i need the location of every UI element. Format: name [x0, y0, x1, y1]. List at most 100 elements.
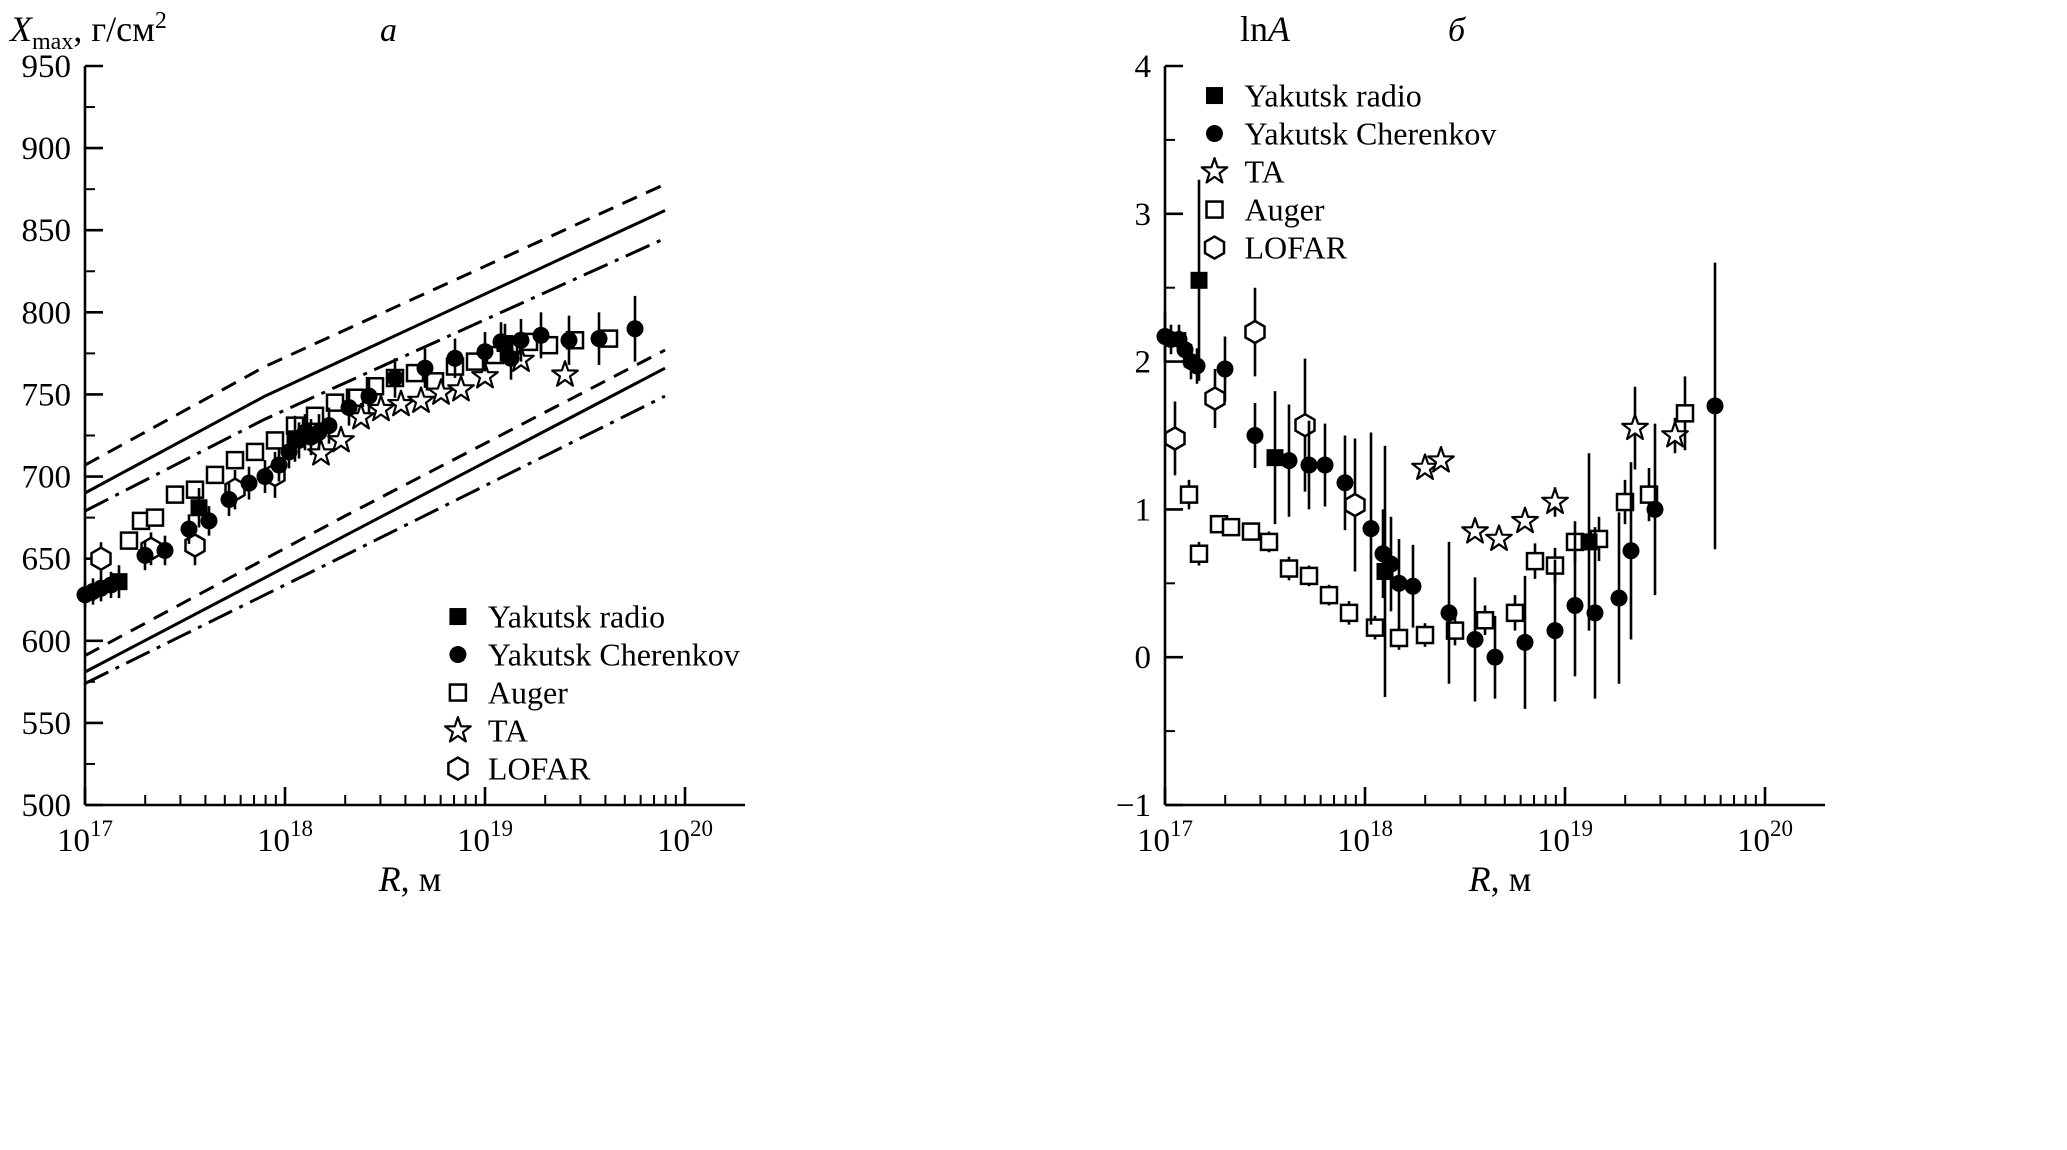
panel-label-b: б: [1448, 12, 1465, 50]
filled-circle-marker: [1404, 577, 1422, 595]
legend-label: Auger: [488, 675, 568, 711]
x-tick-label: 1019: [457, 816, 513, 859]
series-auger: [1179, 376, 1695, 650]
model-line-dashed: [84, 348, 666, 657]
open-square-marker: [448, 683, 468, 702]
chart-b-svg: 1017 1018 1019 1020 −1 0 1 2 3 4 Yakutsk radioYaku…: [1116, 49, 1825, 859]
plot-area: 1017 1018 1019 1020 500 550 600 650 700 750 800 850…: [22, 49, 745, 859]
y-tick-label: 3: [1135, 197, 1152, 233]
x-tick-label: 1020: [657, 816, 713, 859]
series-yakutsk-cherenkov: [1156, 262, 1724, 709]
open-star-marker: [1511, 506, 1539, 534]
chart-a-svg: 1017 1018 1019 1020 500 550 600 650 700 750 800 850…: [22, 49, 745, 859]
open-square-marker: [1299, 566, 1319, 586]
filled-circle-marker: [1440, 604, 1458, 622]
open-square-marker: [119, 531, 139, 550]
open-square-marker: [165, 485, 185, 504]
series-ta: [307, 345, 579, 466]
filled-circle-marker: [1300, 456, 1318, 474]
open-square-marker: [1505, 603, 1525, 623]
y-tick-label: 750: [22, 377, 72, 413]
y-tick-label: −1: [1116, 788, 1151, 824]
filled-circle-marker: [626, 320, 644, 338]
legend-label: LOFAR: [488, 751, 591, 787]
filled-circle-marker: [1546, 622, 1564, 640]
y-tick-label: 550: [22, 706, 72, 742]
filled-circle-marker: [1362, 520, 1380, 538]
open-square-marker: [1189, 544, 1209, 563]
open-star-marker: [1485, 524, 1513, 551]
open-star-marker: [387, 389, 415, 417]
open-square-marker: [145, 508, 165, 527]
open-square-marker: [1179, 485, 1199, 504]
open-star-marker: [427, 378, 455, 405]
filled-circle-marker: [416, 359, 434, 377]
open-star-marker: [1621, 413, 1649, 441]
open-hexagon-marker: [1244, 319, 1266, 345]
open-star-marker: [1461, 517, 1489, 544]
open-hexagon-marker: [1203, 235, 1226, 261]
open-square-marker: [265, 431, 285, 450]
open-square-marker: [1205, 200, 1224, 219]
y-tick-label: 650: [22, 542, 72, 578]
filled-circle-marker: [1466, 630, 1484, 648]
x-var-b: R: [1468, 859, 1491, 899]
open-square-marker: [1445, 621, 1465, 640]
filled-circle-marker: [270, 456, 288, 474]
open-square-marker: [1221, 517, 1241, 537]
left-x-axis-title: R, м: [300, 858, 520, 900]
x-units-b: , м: [1490, 859, 1532, 899]
open-star-marker: [367, 394, 395, 422]
y-tick-label: 600: [22, 624, 72, 660]
filled-square-marker: [1206, 87, 1223, 105]
filled-circle-marker: [1336, 474, 1354, 492]
series-yakutsk-radio: [1190, 179, 1598, 698]
panel-label-b-text: б: [1448, 12, 1466, 49]
filled-circle-marker: [1280, 452, 1298, 470]
open-square-marker: [1365, 618, 1385, 637]
open-hexagon-marker: [1164, 426, 1186, 451]
open-square-marker: [1319, 585, 1339, 605]
filled-circle-marker: [560, 331, 578, 349]
model-line-dashdot: [84, 394, 666, 685]
filled-square-marker: [190, 499, 208, 517]
filled-circle-marker: [220, 491, 238, 509]
filled-circle-marker: [1246, 427, 1264, 444]
legend-label: Yakutsk radio: [1245, 78, 1422, 114]
x-tick-label: 1019: [1537, 816, 1593, 859]
open-square-marker: [1259, 532, 1279, 552]
filled-circle-marker: [1486, 648, 1504, 666]
model-line-dashed: [84, 182, 666, 467]
filled-circle-marker: [590, 330, 608, 348]
filled-circle-marker: [256, 468, 274, 486]
filled-square-marker: [1190, 271, 1208, 289]
legend-label: TA: [1245, 154, 1285, 190]
filled-circle-marker: [446, 349, 464, 367]
lnA-var: A: [1268, 9, 1291, 49]
open-star-marker: [1200, 157, 1229, 184]
model-line-dashdot: [84, 237, 666, 513]
open-square-marker: [305, 406, 325, 426]
y-tick-label: 700: [22, 460, 72, 496]
filled-circle-marker: [532, 326, 550, 344]
filled-circle-marker: [1390, 574, 1408, 592]
y-tick-label: 800: [22, 295, 72, 331]
y-tick-label: 4: [1135, 49, 1152, 85]
y-tick-label: 850: [22, 213, 72, 249]
filled-square-marker: [1266, 449, 1284, 467]
filled-square-marker: [110, 573, 128, 591]
filled-circle-marker: [1586, 604, 1604, 622]
filled-square-marker: [1376, 562, 1394, 580]
x-var-a: R: [378, 859, 401, 899]
model-line-solid: [84, 366, 666, 674]
open-square-marker: [1241, 522, 1261, 541]
right-y-axis-title: lnA: [1240, 8, 1290, 50]
filled-circle-marker: [1516, 633, 1534, 651]
y-var-sub: max: [32, 29, 74, 56]
open-square-marker: [205, 465, 225, 485]
legend-label: Yakutsk Cherenkov: [488, 637, 740, 673]
plot-area: 1017 1018 1019 1020 −1 0 1 2 3 4: [1116, 49, 1825, 859]
